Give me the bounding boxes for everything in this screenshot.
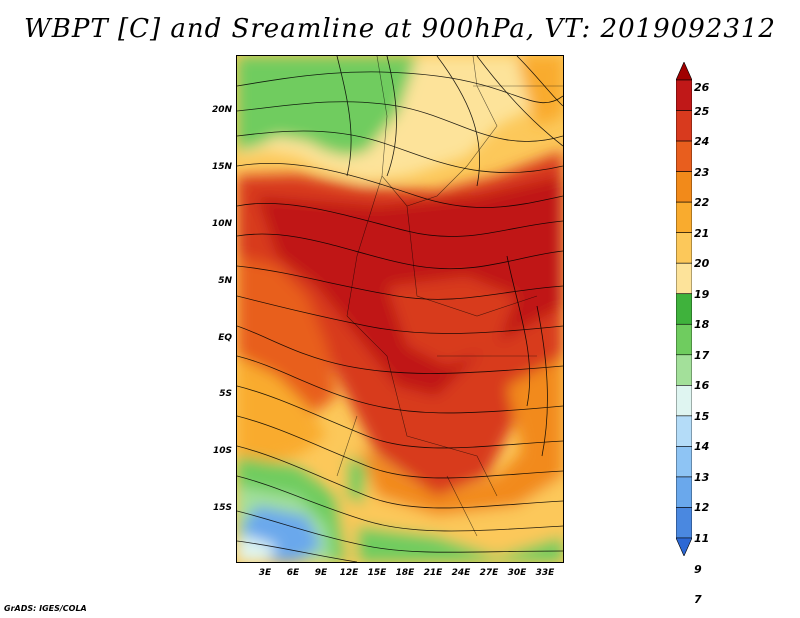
color-bar-label: 23 bbox=[694, 165, 710, 179]
chart-title: WBPT [C] and Sreamline at 900hPa, VT: 20… bbox=[24, 14, 776, 44]
color-bar-swatch bbox=[676, 62, 692, 81]
credit-text: GrADS: IGES/COLA bbox=[4, 604, 87, 613]
lat-label: 5N bbox=[218, 276, 232, 286]
color-bar-label: 15 bbox=[694, 409, 710, 423]
lat-label: 10S bbox=[212, 446, 232, 456]
lat-label: 15N bbox=[211, 162, 232, 172]
lon-label: 27E bbox=[479, 568, 499, 578]
color-bar-label: 9 bbox=[694, 562, 702, 576]
color-bar-swatch bbox=[676, 354, 692, 386]
color-bar-label: 7 bbox=[694, 593, 702, 607]
color-bar-swatch bbox=[676, 140, 692, 172]
color-bar-swatch bbox=[676, 262, 692, 295]
color-bar-label: 11 bbox=[694, 532, 710, 545]
color-bar-swatch bbox=[676, 385, 692, 417]
map-panel bbox=[236, 55, 564, 563]
lat-label: 15S bbox=[212, 503, 232, 513]
color-bar-label: 16 bbox=[694, 379, 710, 393]
color-bar-label: 20 bbox=[694, 257, 710, 271]
color-bar-label: 21 bbox=[694, 226, 710, 240]
color-bar-swatch bbox=[676, 110, 692, 142]
color-bar-label: 12 bbox=[694, 501, 710, 515]
color-bar-label: 26 bbox=[694, 81, 710, 94]
color-bar-swatch bbox=[676, 537, 692, 556]
color-bar-swatch bbox=[676, 323, 692, 356]
lon-label: 6E bbox=[286, 568, 300, 578]
lon-label: 9E bbox=[314, 568, 328, 578]
lon-label: 24E bbox=[451, 568, 471, 578]
color-bar-swatch bbox=[676, 79, 692, 111]
color-bar-label: 24 bbox=[694, 135, 710, 149]
color-bar-label: 14 bbox=[694, 440, 710, 454]
color-bar-swatch bbox=[676, 507, 692, 539]
lon-label: 18E bbox=[395, 568, 415, 578]
color-bar-label: 22 bbox=[694, 196, 710, 210]
lat-label: EQ bbox=[218, 333, 232, 343]
color-bar-swatch bbox=[676, 232, 692, 264]
streamlines bbox=[237, 56, 563, 562]
color-bar-label: 17 bbox=[694, 348, 710, 362]
color-bar-swatch bbox=[676, 446, 692, 478]
color-bar-swatch bbox=[676, 476, 692, 508]
lon-label: 15E bbox=[367, 568, 387, 578]
lon-label: 33E bbox=[535, 568, 555, 578]
lon-label: 30E bbox=[507, 568, 527, 578]
color-bar-label: 19 bbox=[694, 287, 710, 301]
lon-label: 21E bbox=[423, 568, 443, 578]
lat-label: 20N bbox=[211, 105, 232, 115]
color-bar-label: 18 bbox=[694, 318, 710, 332]
color-bar-swatch bbox=[676, 201, 692, 233]
color-bar-label: 25 bbox=[694, 104, 710, 118]
color-bar-label: 13 bbox=[694, 470, 710, 484]
lat-label: 10N bbox=[211, 219, 232, 229]
temperature-field bbox=[237, 56, 563, 562]
lon-label: 3E bbox=[258, 568, 272, 578]
color-bar bbox=[676, 62, 692, 556]
color-bar-swatch bbox=[676, 415, 692, 447]
country-borders bbox=[336, 56, 563, 537]
color-bar-swatch bbox=[676, 293, 692, 325]
lon-label: 12E bbox=[339, 568, 359, 578]
lat-label: 5S bbox=[219, 389, 232, 399]
color-bar-swatch bbox=[676, 171, 692, 203]
